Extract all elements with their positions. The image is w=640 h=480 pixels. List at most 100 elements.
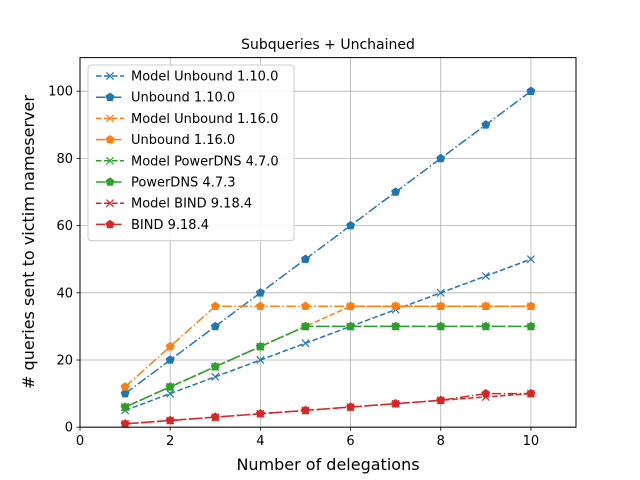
data-point [165, 415, 175, 425]
x-axis-label: Number of delegations [236, 455, 419, 474]
x-tick-label: 0 [76, 434, 84, 449]
legend: Model Unbound 1.10.0 Unbound 1.10.0 Model … [87, 64, 295, 242]
marker-stroke [526, 255, 535, 264]
marker-stroke [301, 339, 310, 348]
series-3 [120, 301, 536, 391]
x-tick-label: 8 [437, 434, 445, 449]
data-point [346, 301, 356, 311]
data-point [526, 255, 535, 264]
legend-marker [105, 219, 115, 229]
marker-stroke [481, 271, 490, 281]
legend-entry: Model BIND 9.18.4 [96, 197, 252, 212]
legend-marker [105, 156, 115, 165]
data-point [481, 301, 491, 311]
data-point [391, 321, 401, 331]
y-tick-label: 0 [65, 421, 73, 436]
x-tick-label: 2 [166, 434, 174, 449]
data-point [526, 388, 536, 398]
data-point [211, 372, 220, 381]
y-tick-label: 40 [56, 286, 73, 301]
data-point [481, 271, 490, 281]
series-5 [120, 321, 536, 411]
data-point [346, 220, 356, 230]
series-line [124, 305, 531, 388]
series-line [125, 392, 531, 425]
legend-label: Model PowerDNS 4.7.0 [131, 154, 279, 169]
marker-stroke [211, 372, 220, 381]
y-tick-label: 20 [56, 354, 73, 369]
data-point [346, 321, 356, 331]
marker-stroke [166, 389, 175, 398]
legend-entry: Model Unbound 1.16.0 [96, 112, 278, 127]
data-point [255, 341, 265, 351]
data-point [255, 288, 265, 297]
chart-title: Subqueries + Unchained [241, 37, 415, 53]
data-point [210, 301, 220, 311]
legend-label: BIND 9.18.4 [131, 218, 209, 233]
data-point [436, 395, 446, 405]
data-point [120, 382, 130, 391]
series-line [124, 90, 532, 395]
legend-label: Model Unbound 1.10.0 [131, 70, 278, 85]
y-tick-label: 60 [56, 219, 73, 234]
data-point [481, 388, 491, 398]
legend-entry: Unbound 1.16.0 [96, 133, 235, 148]
series-line [124, 258, 532, 412]
x-tick-label: 6 [346, 434, 354, 449]
data-point [526, 321, 536, 331]
data-point [255, 301, 265, 311]
data-point [255, 409, 265, 418]
data-point [210, 321, 220, 331]
legend-entry: Model Unbound 1.10.0 [96, 70, 278, 85]
series-7 [120, 388, 536, 428]
data-point [436, 153, 446, 163]
data-point [346, 402, 356, 411]
data-point [210, 412, 220, 421]
legend-label: Model Unbound 1.16.0 [131, 112, 278, 127]
legend-label: PowerDNS 4.7.3 [131, 176, 236, 191]
data-point [436, 301, 446, 311]
data-point [300, 405, 310, 415]
y-axis-label: # queries sent to victim nameserver [19, 95, 38, 389]
y-tick-label: 100 [48, 85, 73, 100]
legend-entry: PowerDNS 4.7.3 [96, 176, 236, 191]
data-point [301, 339, 310, 348]
marker-stroke [256, 355, 265, 365]
data-point [481, 321, 491, 331]
marker-stroke [105, 199, 115, 208]
data-point [391, 187, 401, 196]
x-tick-label: 4 [256, 434, 264, 449]
legend-marker [105, 177, 115, 186]
data-point [436, 321, 446, 331]
data-point [391, 398, 401, 408]
legend-marker [105, 71, 115, 81]
data-point [481, 120, 491, 129]
marker-stroke [436, 288, 445, 297]
data-point [165, 341, 175, 351]
data-point [300, 321, 310, 331]
legend-box [87, 64, 295, 242]
plot-frame [79, 57, 577, 428]
legend-entry: BIND 9.18.4 [96, 218, 209, 233]
data-point [526, 86, 536, 95]
data-point [120, 388, 130, 398]
series-1 [120, 86, 536, 398]
legend-entry: Unbound 1.10.0 [96, 91, 235, 106]
y-tick-label: 80 [56, 152, 73, 167]
legend-marker [105, 199, 115, 208]
data-point [526, 301, 536, 311]
data-point [210, 362, 220, 371]
series-line [124, 325, 531, 408]
data-point [166, 389, 175, 398]
legend-label: Unbound 1.16.0 [131, 133, 235, 148]
marker-stroke [105, 156, 115, 165]
series-layer [120, 86, 536, 428]
data-point [300, 301, 310, 311]
data-point [165, 355, 175, 364]
data-point [391, 301, 401, 311]
marker-stroke [105, 71, 115, 81]
legend-marker [105, 114, 115, 123]
x-tick-label: 10 [523, 434, 540, 449]
